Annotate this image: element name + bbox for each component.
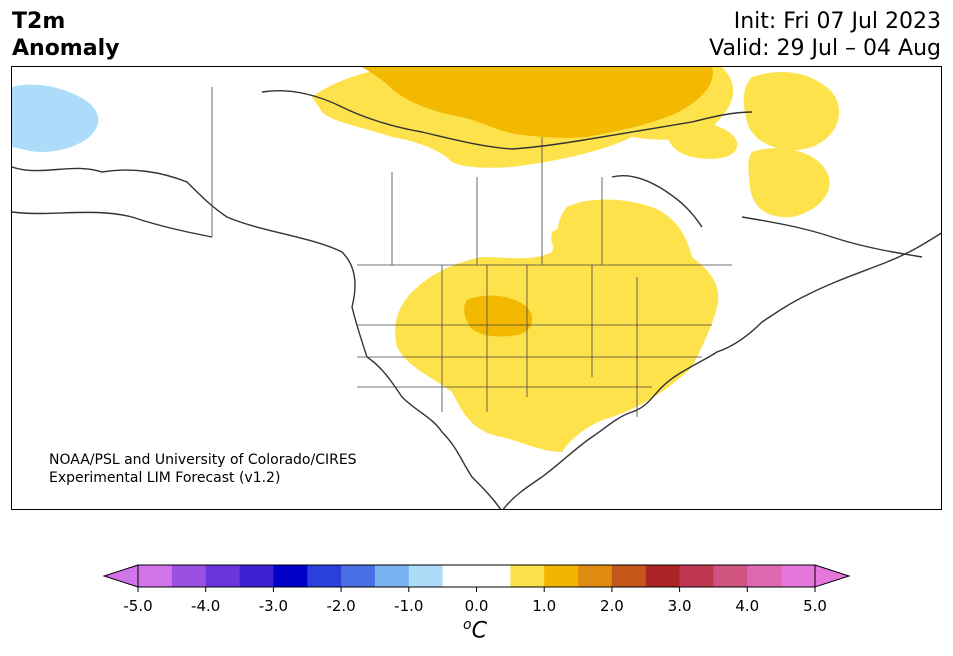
colorbar-swatches — [138, 565, 816, 587]
colorbar-tick-label: -1.0 — [394, 597, 424, 615]
warm-anomaly-central-us — [395, 199, 719, 452]
colorbar-over-arrow — [814, 564, 851, 588]
colorbar-under-arrow — [102, 564, 139, 588]
map-svg: NOAA/PSL and University of Colorado/CIRE… — [12, 67, 941, 509]
colorbar-swatch — [544, 565, 579, 587]
colorbar-swatch — [679, 565, 714, 587]
colorbar-unit: oC — [463, 617, 487, 644]
warm-anomaly-hudson — [668, 122, 738, 159]
title-line-2: Anomaly — [12, 36, 120, 61]
colorbar-swatch — [713, 565, 748, 587]
map-title: T2m Anomaly — [12, 8, 119, 62]
colorbar-tick-label: -4.0 — [191, 597, 221, 615]
colorbar-swatch — [781, 565, 816, 587]
warm-anomaly-quebec — [748, 148, 830, 218]
colorbar-swatch — [171, 565, 207, 587]
colorbar-ticks — [137, 587, 816, 592]
init-date: Init: Fri 07 Jul 2023 — [733, 9, 941, 34]
colorbar-swatch — [205, 565, 241, 587]
colorbar-tick-label: 5.0 — [803, 597, 827, 615]
warm-anomaly-labrador — [743, 72, 840, 151]
colorbar-swatch — [442, 565, 477, 587]
valid-range: Valid: 29 Jul – 04 Aug — [709, 36, 941, 61]
colorbar-tick-label: -2.0 — [326, 597, 356, 615]
colorbar-swatch — [747, 565, 782, 587]
colorbar-tick-label: 1.0 — [532, 597, 557, 615]
anomaly-map: NOAA/PSL and University of Colorado/CIRE… — [11, 66, 942, 510]
political-borders — [211, 87, 732, 417]
colorbar-swatch — [611, 565, 647, 587]
colorbar-tick-label: 4.0 — [735, 597, 760, 615]
colorbar-tick-label: 3.0 — [667, 597, 692, 615]
colorbar-swatch — [273, 565, 308, 587]
colorbar-swatch — [239, 565, 274, 587]
colorbar-swatch — [408, 565, 444, 587]
colorbar-swatch — [578, 565, 613, 587]
colorbar-swatch — [341, 565, 376, 587]
forecast-dates: Init: Fri 07 Jul 2023 Valid: 29 Jul – 04… — [709, 8, 941, 62]
credit-line-2: Experimental LIM Forecast (v1.2) — [49, 470, 280, 486]
colorbar-tick-label: 0.0 — [464, 597, 489, 615]
warm-anomaly-arctic-medium — [362, 67, 713, 138]
warm-anomaly-manitoba — [551, 225, 596, 259]
title-line-1: T2m — [12, 9, 66, 34]
warm-anomaly-colorado — [464, 295, 533, 337]
colorbar-swatch — [476, 565, 511, 587]
cold-anomaly-alaska — [12, 84, 99, 152]
colorbar-swatch — [374, 565, 410, 587]
colorbar-tick-label: -5.0 — [123, 597, 153, 615]
colorbar-swatch — [510, 565, 545, 587]
colorbar-swatch — [307, 565, 342, 587]
credit-line-1: NOAA/PSL and University of Colorado/CIRE… — [49, 452, 357, 468]
colorbar-swatch — [138, 565, 173, 587]
colorbar-swatch — [645, 565, 681, 587]
colorbar-tick-label: -3.0 — [258, 597, 289, 615]
colorbar-tick-label: 2.0 — [599, 597, 624, 615]
coastlines — [12, 89, 941, 509]
